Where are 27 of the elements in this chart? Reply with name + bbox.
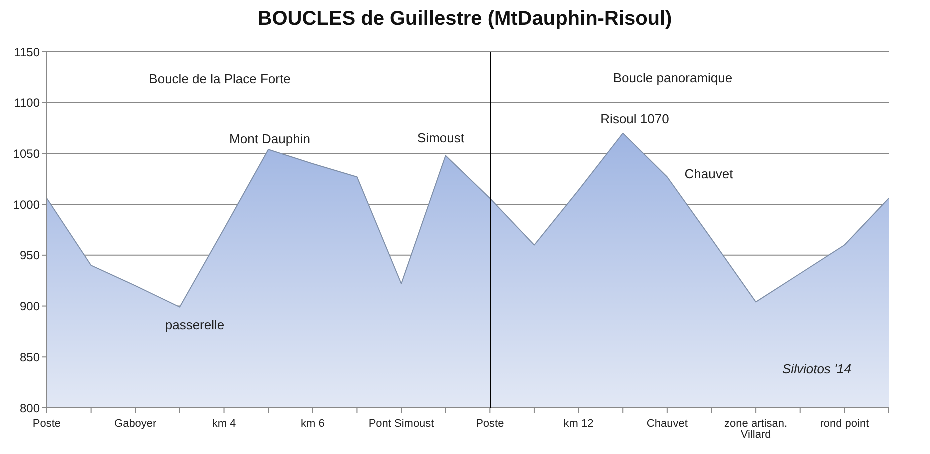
x-tick-label: km 12 xyxy=(564,418,594,430)
chart-title: BOUCLES de Guillestre (MtDauphin-Risoul) xyxy=(256,8,674,31)
x-tick-label: rond point xyxy=(820,418,870,430)
y-tick-label: 1150 xyxy=(14,45,40,60)
y-tick-label: 900 xyxy=(20,300,40,314)
annotation: Boucle panoramique xyxy=(613,70,733,86)
annotation: Boucle de la Place Forte xyxy=(149,72,291,86)
x-tick-label: Gaboyer xyxy=(114,418,158,430)
y-tick-label: 800 xyxy=(20,401,40,416)
annotation: Silviotos '14 xyxy=(782,362,852,376)
x-tick-label: Poste xyxy=(476,418,504,430)
x-tick-label: Pont Simoust xyxy=(368,418,434,430)
x-tick-label: zone artisan. Villard xyxy=(724,418,788,441)
y-tick-label: 950 xyxy=(20,248,40,263)
y-tick-label: 850 xyxy=(20,350,40,364)
annotation: Mont Dauphin xyxy=(230,132,310,146)
x-tick-label: Chauvet xyxy=(646,418,688,430)
annotation: Chauvet xyxy=(684,166,734,182)
x-tick-label: km 4 xyxy=(212,418,236,430)
x-tick-label: Poste xyxy=(32,418,62,430)
annotation: Simoust xyxy=(418,130,464,146)
x-tick-label: km 6 xyxy=(300,418,325,430)
annotation: Risoul 1070 xyxy=(600,112,670,126)
y-tick-label: 1000 xyxy=(13,198,40,212)
annotation: passerelle xyxy=(165,318,225,332)
y-tick-label: 1100 xyxy=(14,96,40,110)
y-tick-label: 1050 xyxy=(13,146,40,161)
